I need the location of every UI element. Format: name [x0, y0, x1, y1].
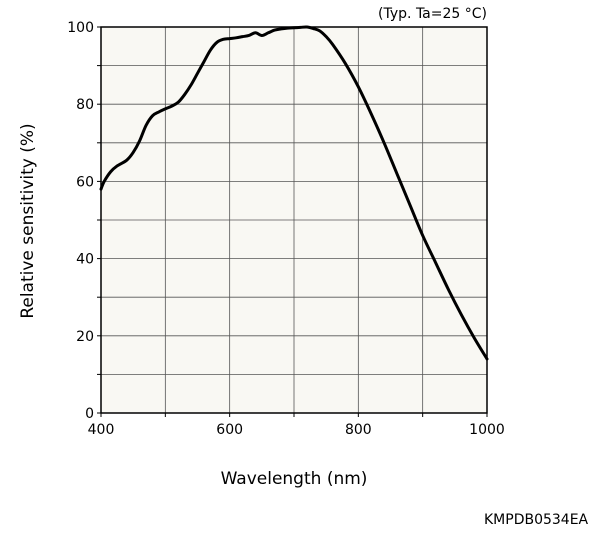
y-tick-labels: 0 20 40 60 80 100: [67, 20, 94, 422]
x-tick-labels: 400 600 800 1000: [88, 422, 505, 438]
y-tick-label: 80: [76, 97, 94, 113]
sensitivity-curve: [99, 25, 489, 361]
condition-note: (Typ. Ta=25 °C): [378, 6, 487, 22]
y-tick-label: 100: [67, 20, 94, 36]
y-tick-label: 40: [76, 252, 94, 268]
x-tick-label: 1000: [469, 422, 505, 438]
y-axis-title: Relative sensitivity (%): [18, 123, 38, 318]
y-tick-label: 20: [76, 329, 94, 345]
x-tick-label: 800: [345, 422, 372, 438]
y-tick-label: 60: [76, 174, 94, 190]
y-tick-label: 0: [85, 406, 94, 422]
x-tick-label: 400: [88, 422, 115, 438]
x-tick-label: 600: [216, 422, 243, 438]
x-axis-title: Wavelength (nm): [221, 469, 368, 489]
figure-code: KMPDB0534EA: [484, 512, 589, 528]
gridlines: [101, 27, 487, 413]
plot-frame: [100, 26, 488, 414]
